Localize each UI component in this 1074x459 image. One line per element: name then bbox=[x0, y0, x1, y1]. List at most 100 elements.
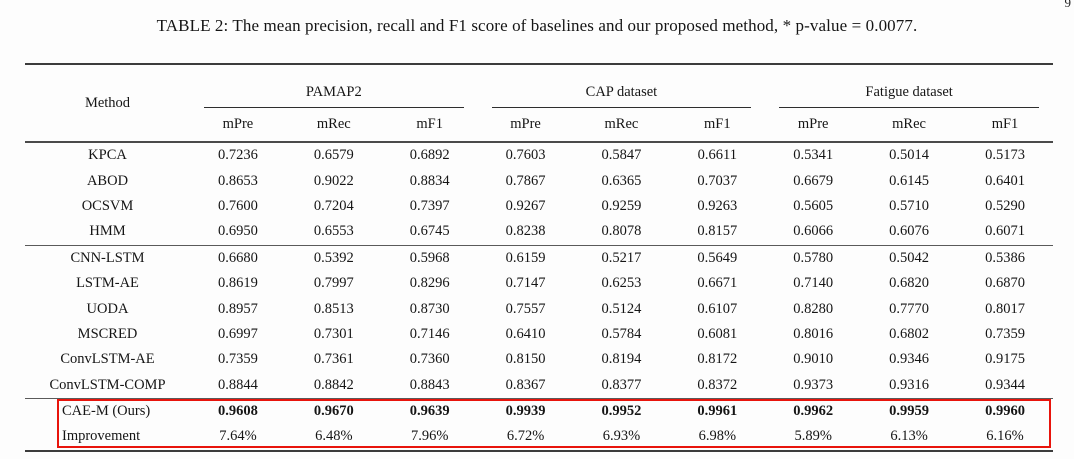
table-row: ConvLSTM-AE 0.7359 0.7361 0.7360 0.8150 0.819… bbox=[25, 347, 1053, 372]
metric-value: 0.6066 bbox=[793, 223, 834, 240]
metric-value: 0.6802 bbox=[889, 325, 929, 342]
metric-value: 0.8016 bbox=[793, 325, 834, 342]
metric-value: 0.6820 bbox=[889, 275, 929, 292]
table-row: KPCA 0.7236 0.6579 0.6892 0.7603 0.5847 0.6611… bbox=[25, 142, 1053, 168]
metric-value: 0.5217 bbox=[573, 244, 670, 271]
column-header-mrec: mRec bbox=[573, 108, 670, 143]
metric-value: 0.8157 bbox=[697, 223, 738, 240]
method-name: ABOD bbox=[86, 172, 129, 189]
metric-value: 0.5784 bbox=[601, 325, 642, 342]
column-header-mpre: mPre bbox=[765, 108, 862, 143]
metric-value: 0.5710 bbox=[889, 197, 929, 214]
metric-value: 0.6159 bbox=[477, 244, 574, 271]
metric-value: 0.7301 bbox=[313, 325, 354, 342]
metric-value: 0.5780 bbox=[765, 244, 862, 271]
metric-value: 0.9175 bbox=[985, 351, 1025, 368]
metric-value: 6.72% bbox=[506, 428, 545, 445]
table-row: CNN-LSTM 0.6680 0.5392 0.5968 0.6159 0.5217 0.… bbox=[25, 244, 1053, 271]
results-table: Method PAMAP2 CAP dataset Fatigue datase… bbox=[25, 63, 1053, 452]
metric-value: 0.9263 bbox=[697, 197, 738, 214]
metric-value: 0.5341 bbox=[793, 147, 834, 164]
metric-value: 0.6553 bbox=[313, 223, 354, 240]
metric-value: 0.5968 bbox=[381, 244, 478, 271]
metric-value: 0.9670 bbox=[285, 397, 382, 425]
table-row: HMM 0.6950 0.6553 0.6745 0.8238 0.8078 0.8157 0… bbox=[25, 219, 1053, 245]
table-row: Improvement 7.64% 6.48% 7.96% 6.72% 6.93% 6.98… bbox=[25, 424, 1053, 450]
metric-value: 0.8194 bbox=[601, 351, 642, 368]
metric-value: 0.6671 bbox=[697, 275, 738, 292]
metric-value: 0.7236 bbox=[218, 147, 258, 164]
metric-value: 0.5014 bbox=[889, 147, 929, 164]
metric-value: 0.8017 bbox=[985, 300, 1025, 317]
metric-value: 0.9952 bbox=[573, 397, 670, 425]
method-name: ConvLSTM-COMP bbox=[49, 376, 166, 393]
metric-value: 0.8619 bbox=[218, 275, 258, 292]
method-name: CNN-LSTM bbox=[25, 244, 190, 271]
metric-value: 6.13% bbox=[890, 428, 928, 445]
method-name: UODA bbox=[86, 300, 129, 317]
method-name: ConvLSTM-AE bbox=[60, 351, 155, 368]
metric-value: 0.8842 bbox=[313, 376, 354, 393]
column-header-mf1: mF1 bbox=[669, 108, 766, 143]
table-caption: TABLE 2: The mean precision, recall and … bbox=[156, 16, 918, 35]
metric-value: 0.8513 bbox=[313, 300, 354, 317]
metric-value: 0.6145 bbox=[889, 172, 929, 189]
group-header-row: Method PAMAP2 CAP dataset Fatigue datase… bbox=[25, 64, 1053, 143]
metric-value: 0.8834 bbox=[409, 172, 450, 189]
metric-value: 0.6410 bbox=[505, 325, 546, 342]
column-group-pamap2: PAMAP2 bbox=[190, 64, 478, 108]
table-row: LSTM-AE 0.8619 0.7997 0.8296 0.7147 0.6253 0.6… bbox=[25, 271, 1053, 296]
metric-value: 0.5392 bbox=[285, 244, 382, 271]
metric-value: 0.9373 bbox=[793, 376, 834, 393]
metric-value: 0.7204 bbox=[313, 197, 354, 214]
metric-value: 0.8172 bbox=[697, 351, 738, 368]
metric-value: 0.9316 bbox=[889, 376, 929, 393]
metric-value: 0.6950 bbox=[218, 223, 258, 240]
metric-value: 0.7359 bbox=[985, 325, 1025, 342]
metric-value: 0.8280 bbox=[793, 300, 834, 317]
metric-value: 0.8238 bbox=[505, 223, 546, 240]
column-header-mpre: mPre bbox=[477, 108, 574, 143]
metric-value: 0.8150 bbox=[505, 351, 546, 368]
metric-value: 0.9960 bbox=[957, 397, 1053, 425]
metric-value: 0.5847 bbox=[601, 147, 642, 164]
metric-value: 0.5124 bbox=[601, 300, 642, 317]
column-header-mf1: mF1 bbox=[957, 108, 1053, 143]
metric-value: 0.7359 bbox=[218, 351, 258, 368]
method-name: CAE-M (Ours) bbox=[25, 397, 190, 425]
group-label-pamap2: PAMAP2 bbox=[204, 83, 464, 108]
metric-value: 5.89% bbox=[794, 428, 832, 445]
table-row: ABOD 0.8653 0.9022 0.8834 0.7867 0.6365 0.7037… bbox=[25, 168, 1053, 193]
metric-value: 0.7397 bbox=[409, 197, 450, 214]
metric-value: 0.9022 bbox=[313, 172, 354, 189]
metric-value: 0.7360 bbox=[409, 351, 450, 368]
metric-value: 0.7140 bbox=[793, 275, 834, 292]
metric-value: 0.8653 bbox=[218, 172, 258, 189]
metric-value: 0.7770 bbox=[889, 300, 929, 317]
metric-value: 0.5605 bbox=[793, 197, 834, 214]
table-header: Method PAMAP2 CAP dataset Fatigue datase… bbox=[25, 64, 1053, 143]
column-header-mf1: mF1 bbox=[381, 108, 478, 143]
metric-value: 0.6107 bbox=[697, 300, 738, 317]
table-body: KPCA 0.7236 0.6579 0.6892 0.7603 0.5847 0.6611… bbox=[25, 142, 1053, 451]
metric-value: 6.16% bbox=[986, 428, 1024, 445]
metric-value: 0.6892 bbox=[409, 147, 450, 164]
metric-value: 0.6071 bbox=[985, 223, 1025, 240]
metric-value: 0.9344 bbox=[985, 376, 1025, 393]
method-name: HMM bbox=[89, 223, 126, 240]
column-header-mrec: mRec bbox=[285, 108, 382, 143]
metric-value: 6.98% bbox=[698, 428, 737, 445]
metric-value: 0.8957 bbox=[218, 300, 258, 317]
sub-header-row: mPre mRec mF1 mPre mRec mF1 mPre mRec mF… bbox=[25, 108, 1053, 143]
metric-value: 0.5173 bbox=[985, 147, 1025, 164]
metric-value: 0.5042 bbox=[861, 244, 957, 271]
metric-value: 0.6679 bbox=[793, 172, 834, 189]
metric-value: 0.9010 bbox=[793, 351, 834, 368]
metric-value: 0.7867 bbox=[505, 172, 546, 189]
metric-value: 0.5290 bbox=[985, 197, 1025, 214]
metric-value: 0.9939 bbox=[477, 397, 574, 425]
metric-value: 0.6997 bbox=[218, 325, 258, 342]
metric-value: 7.64% bbox=[219, 428, 257, 445]
metric-value: 0.5649 bbox=[669, 244, 766, 271]
